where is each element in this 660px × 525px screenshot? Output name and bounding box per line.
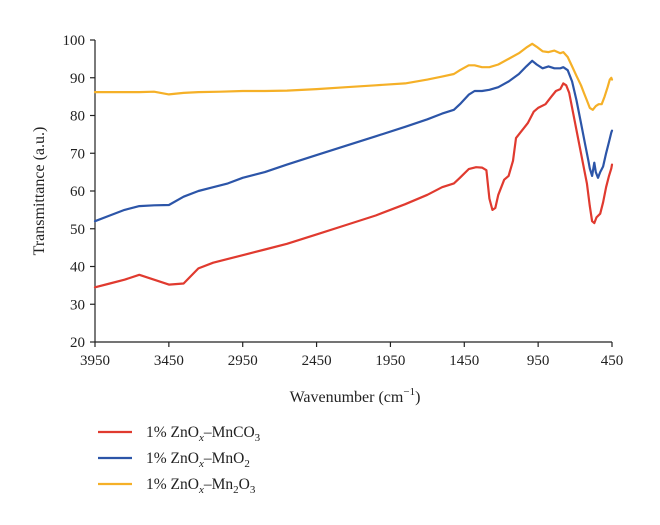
series-line-3 (93, 42, 614, 111)
plot-frame (94, 40, 612, 343)
x-tick-label: 3450 (154, 353, 184, 369)
y-axis-title: Transmittance (a.u.) (31, 127, 48, 256)
legend-label-2: 1% ZnOx–MnO2 (146, 450, 250, 470)
x-tick-label: 1950 (375, 353, 405, 369)
y-tick-label: 50 (70, 222, 85, 238)
y-ticks: 20 30 40 50 60 70 80 90 100 (63, 33, 95, 351)
legend-label-3: 1% ZnOx–Mn2O3 (146, 476, 256, 496)
x-tick-label: 950 (527, 353, 550, 369)
y-tick-label: 70 (70, 146, 85, 162)
y-tick-label: 100 (63, 33, 86, 49)
y-tick-label: 90 (70, 71, 85, 87)
legend-label-1: 1% ZnOx–MnCO3 (146, 424, 261, 444)
series-line-1 (93, 82, 614, 289)
y-tick-label: 60 (70, 184, 85, 200)
x-tick-label: 2950 (228, 353, 258, 369)
x-axis-title: Wavenumber (cm−1) (290, 386, 421, 406)
y-tick-label: 40 (70, 260, 85, 276)
x-tick-label: 1450 (449, 353, 479, 369)
y-tick-label: 20 (70, 335, 85, 351)
series-line-2 (93, 59, 614, 223)
x-tick-label: 3950 (80, 353, 110, 369)
x-tick-label: 2450 (302, 353, 332, 369)
y-tick-label: 30 (70, 297, 85, 313)
x-ticks: 3950 3450 2950 2450 1950 1450 950 450 (80, 342, 623, 369)
y-tick-label: 80 (70, 109, 85, 125)
series-lines (93, 42, 614, 289)
x-tick-label: 450 (601, 353, 624, 369)
legend: 1% ZnOx–MnCO3 1% ZnOx–MnO2 1% ZnOx–Mn2O3 (98, 424, 261, 496)
